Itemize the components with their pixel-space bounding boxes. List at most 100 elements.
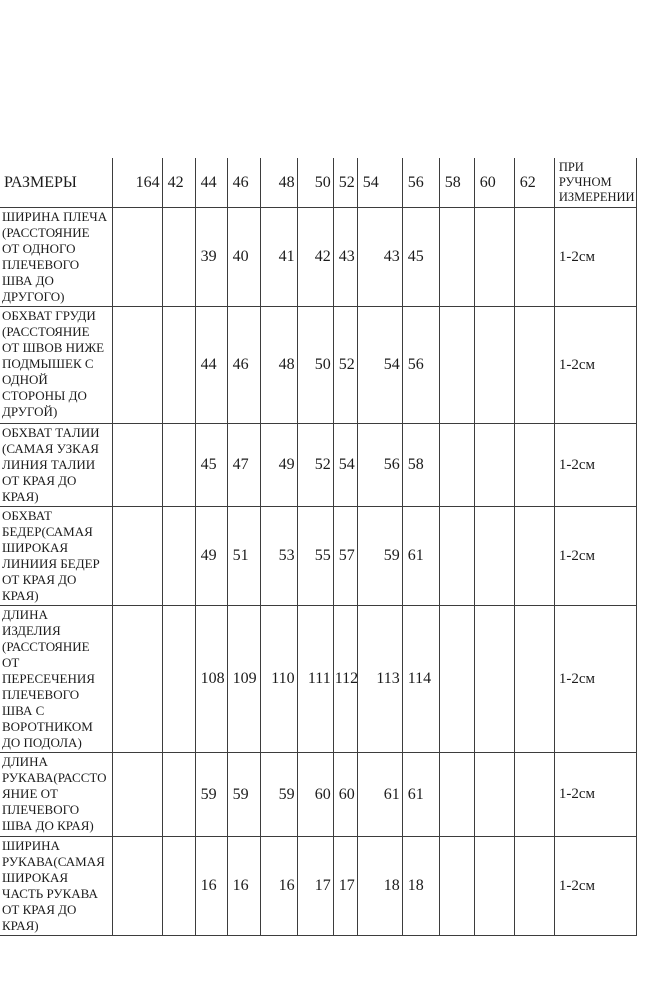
size-value-cell (473, 423, 515, 507)
size-value-cell: 45 (401, 207, 440, 307)
size-value-cell: 59 (259, 752, 298, 837)
size-value-cell: 59 (356, 506, 403, 606)
size-value-cell (161, 836, 196, 936)
size-value-cell: 16 (194, 836, 228, 936)
table-row: ШИРИНА ПЛЕЧА (РАССТОЯНИЕ ОТ ОДНОГО ПЛЕЧЕ… (0, 207, 638, 307)
size-value-cell (513, 506, 555, 606)
row-label: ДЛИНА РУКАВА(РАССТОЯНИЕ ОТ ПЛЕЧЕВОГО ШВА… (0, 752, 113, 837)
size-value-cell: 51 (226, 506, 261, 606)
size-value-cell: 53 (259, 506, 298, 606)
size-col-54: 54 (356, 158, 403, 208)
manual-measure-header: ПРИ РУЧНОМ ИЗМЕРЕНИИ (553, 158, 638, 208)
size-value-cell: 17 (296, 836, 334, 936)
size-col-164: 164 (111, 158, 163, 208)
size-value-cell: 43 (356, 207, 403, 307)
size-value-cell (111, 506, 163, 606)
size-value-cell: 57 (332, 506, 358, 606)
size-value-cell: 56 (356, 423, 403, 507)
row-label: ОБХВАТ ГРУДИ (РАССТОЯНИЕ ОТ ШВОВ НИЖЕ ПО… (0, 306, 113, 424)
size-value-cell (513, 423, 555, 507)
size-value-cell: 108 (194, 605, 228, 753)
size-value-cell (161, 752, 196, 837)
size-value-cell: 109 (226, 605, 261, 753)
size-value-cell: 54 (356, 306, 403, 424)
size-value-cell (161, 306, 196, 424)
table-row: ОБХВАТ БЕДЕР(САМАЯ ШИРОКАЯ ЛИНИИЯ БЕДЕР … (0, 506, 638, 606)
row-label: ДЛИНА ИЗДЕЛИЯ (РАССТОЯНИЕ ОТ ПЕРЕСЕЧЕНИЯ… (0, 605, 113, 753)
size-chart-table: РАЗМЕРЫ 164 42 44 46 48 50 52 54 56 58 6… (0, 158, 638, 936)
size-value-cell: 60 (296, 752, 334, 837)
size-value-cell (438, 752, 475, 837)
size-value-cell (513, 306, 555, 424)
size-value-cell (513, 752, 555, 837)
size-value-cell (111, 605, 163, 753)
size-value-cell: 18 (356, 836, 403, 936)
size-value-cell: 59 (194, 752, 228, 837)
size-value-cell: 17 (332, 836, 358, 936)
size-value-cell: 16 (226, 836, 261, 936)
size-value-cell (438, 506, 475, 606)
size-value-cell: 113 (356, 605, 403, 753)
table-row: ДЛИНА ИЗДЕЛИЯ (РАССТОЯНИЕ ОТ ПЕРЕСЕЧЕНИЯ… (0, 605, 638, 753)
size-value-cell (111, 423, 163, 507)
size-value-cell (111, 306, 163, 424)
size-value-cell (438, 207, 475, 307)
size-value-cell: 47 (226, 423, 261, 507)
size-value-cell: 54 (332, 423, 358, 507)
size-value-cell (111, 836, 163, 936)
size-value-cell (513, 207, 555, 307)
measure-value: 1-2см (553, 207, 638, 307)
size-value-cell (513, 605, 555, 753)
size-col-60: 60 (473, 158, 515, 208)
size-col-52: 52 (332, 158, 358, 208)
measure-value: 1-2см (553, 506, 638, 606)
size-chart-body: ШИРИНА ПЛЕЧА (РАССТОЯНИЕ ОТ ОДНОГО ПЛЕЧЕ… (0, 207, 638, 936)
size-value-cell: 40 (226, 207, 261, 307)
size-value-cell (111, 752, 163, 837)
size-value-cell: 59 (226, 752, 261, 837)
size-col-42: 42 (161, 158, 196, 208)
size-value-cell: 60 (332, 752, 358, 837)
measure-value: 1-2см (553, 836, 638, 936)
size-col-48: 48 (259, 158, 298, 208)
row-label: ШИРИНА ПЛЕЧА (РАССТОЯНИЕ ОТ ОДНОГО ПЛЕЧЕ… (0, 207, 113, 307)
size-value-cell: 112 (332, 605, 358, 753)
size-value-cell (161, 605, 196, 753)
size-value-cell: 41 (259, 207, 298, 307)
measure-value: 1-2см (553, 423, 638, 507)
size-value-cell (161, 207, 196, 307)
size-value-cell: 61 (401, 506, 440, 606)
size-value-cell: 50 (296, 306, 334, 424)
size-value-cell (438, 836, 475, 936)
size-value-cell: 55 (296, 506, 334, 606)
size-value-cell (111, 207, 163, 307)
size-value-cell (473, 306, 515, 424)
size-value-cell (473, 207, 515, 307)
size-value-cell: 46 (226, 306, 261, 424)
size-col-58: 58 (438, 158, 475, 208)
size-value-cell (473, 506, 515, 606)
size-value-cell: 39 (194, 207, 228, 307)
size-col-46: 46 (226, 158, 261, 208)
size-value-cell: 58 (401, 423, 440, 507)
size-value-cell: 42 (296, 207, 334, 307)
size-value-cell (473, 752, 515, 837)
size-value-cell (473, 605, 515, 753)
size-col-50: 50 (296, 158, 334, 208)
size-value-cell: 56 (401, 306, 440, 424)
size-value-cell: 61 (356, 752, 403, 837)
sizes-header-label: РАЗМЕРЫ (0, 158, 113, 208)
table-row: ШИРИНА РУКАВА(САМАЯ ШИРОКАЯ ЧАСТЬ РУКАВА… (0, 836, 638, 936)
size-value-cell: 49 (194, 506, 228, 606)
size-value-cell (513, 836, 555, 936)
size-value-cell: 44 (194, 306, 228, 424)
header-row: РАЗМЕРЫ 164 42 44 46 48 50 52 54 56 58 6… (0, 158, 638, 208)
size-value-cell: 16 (259, 836, 298, 936)
measure-value: 1-2см (553, 752, 638, 837)
size-value-cell (161, 506, 196, 606)
size-value-cell: 52 (296, 423, 334, 507)
table-row: ДЛИНА РУКАВА(РАССТОЯНИЕ ОТ ПЛЕЧЕВОГО ШВА… (0, 752, 638, 837)
row-label: ШИРИНА РУКАВА(САМАЯ ШИРОКАЯ ЧАСТЬ РУКАВА… (0, 836, 113, 936)
size-value-cell: 45 (194, 423, 228, 507)
